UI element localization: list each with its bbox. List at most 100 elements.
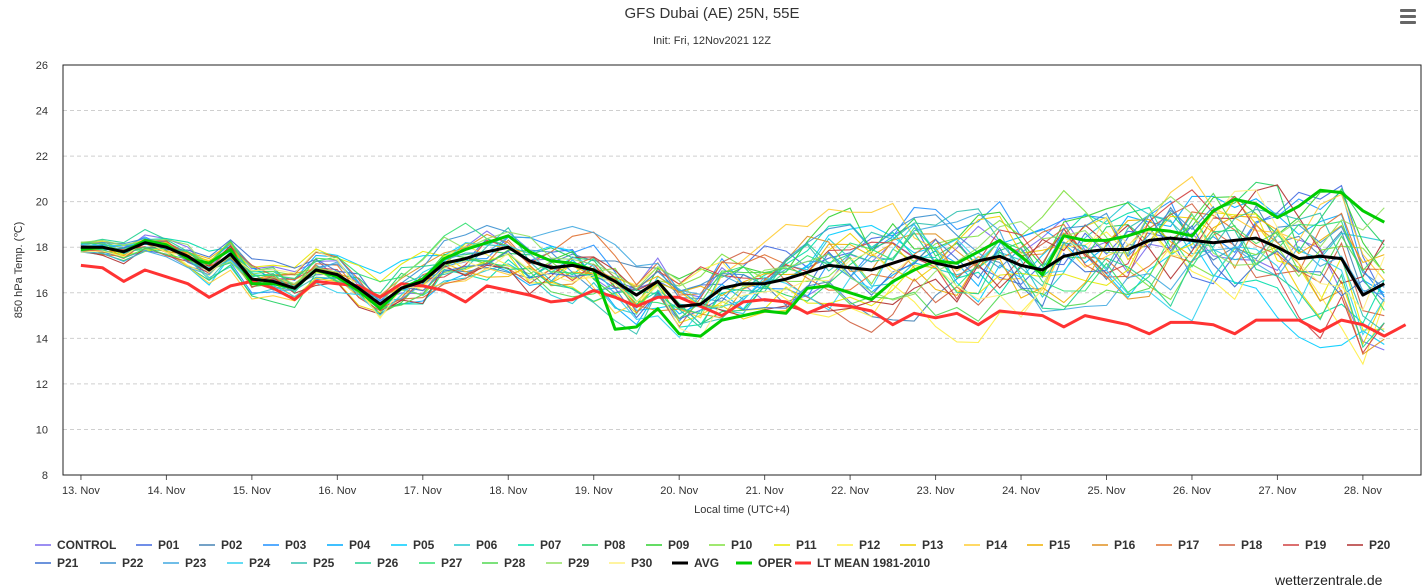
menu-bar	[1400, 21, 1416, 24]
x-tick-label: 13. Nov	[62, 485, 100, 497]
legend-label: LT MEAN 1981-2010	[817, 556, 930, 570]
x-axis-title: Local time (UTC+4)	[694, 504, 790, 516]
series-line-p18	[80, 203, 1385, 333]
legend-label: P29	[568, 556, 590, 570]
y-tick-label: 10	[36, 424, 48, 436]
plot-area-frame	[62, 64, 1422, 476]
menu-bar	[1400, 9, 1416, 12]
legend-item[interactable]: P24	[227, 556, 271, 570]
y-tick-label: 26	[36, 60, 48, 72]
y-tick-label: 24	[36, 106, 48, 118]
legend-item[interactable]: P10	[709, 538, 753, 552]
x-tick-label: 25. Nov	[1088, 485, 1126, 497]
legend-label: OPER	[758, 556, 792, 570]
legend-item[interactable]: P12	[837, 538, 881, 552]
legend-label: P07	[540, 538, 562, 552]
credit-text[interactable]: wetterzentrale.de	[1275, 572, 1383, 588]
legend-item[interactable]: P04	[327, 538, 371, 552]
y-tick-label: 14	[36, 333, 48, 345]
x-tick-label: 16. Nov	[318, 485, 356, 497]
y-tick-label: 8	[42, 470, 48, 482]
y-tick-label: 12	[36, 379, 48, 391]
x-tick-label: 26. Nov	[1173, 485, 1211, 497]
legend-item[interactable]: P13	[900, 538, 944, 552]
legend-item[interactable]: P03	[263, 538, 307, 552]
series-line-avg	[80, 236, 1386, 308]
legend-item[interactable]: P17	[1156, 538, 1200, 552]
legend-item[interactable]: P25	[291, 556, 335, 570]
legend-label: P28	[504, 556, 526, 570]
legend-item[interactable]: P02	[199, 538, 243, 552]
y-tick-label: 18	[36, 242, 48, 254]
legend-item[interactable]: P26	[355, 556, 399, 570]
legend-item[interactable]: OPER	[736, 556, 792, 570]
y-axis-title: 850 hPa Temp. (℃)	[13, 222, 25, 319]
legend-label: P01	[158, 538, 180, 552]
legend-item[interactable]: AVG	[672, 556, 719, 570]
legend-item[interactable]: P22	[100, 556, 144, 570]
series-line-p30	[80, 189, 1385, 339]
legend-label: P19	[1305, 538, 1327, 552]
legend-label: P20	[1369, 538, 1391, 552]
legend-label: CONTROL	[57, 538, 116, 552]
y-tick-label: 20	[36, 197, 48, 209]
legend-item[interactable]: P29	[546, 556, 590, 570]
legend-item[interactable]: P15	[1027, 538, 1071, 552]
legend-item[interactable]: P30	[609, 556, 653, 570]
x-tick-label: 23. Nov	[917, 485, 955, 497]
legend-item[interactable]: P08	[582, 538, 626, 552]
x-tick-label: 21. Nov	[746, 485, 784, 497]
legend-item[interactable]: P18	[1219, 538, 1263, 552]
legend-label: P03	[285, 538, 307, 552]
legend-label: P12	[859, 538, 881, 552]
legend-label: P04	[349, 538, 371, 552]
legend-label: P30	[631, 556, 653, 570]
legend-item[interactable]: CONTROL	[35, 538, 116, 552]
y-axis: 8 10 12 14 16 18 20 22 24 26	[36, 60, 48, 482]
legend-item[interactable]: P05	[391, 538, 435, 552]
legend-item[interactable]: P21	[35, 556, 79, 570]
legend-item[interactable]: P01	[136, 538, 180, 552]
legend-label: P05	[413, 538, 435, 552]
legend-label: P26	[377, 556, 399, 570]
chart-title: GFS Dubai (AE) 25N, 55E	[624, 5, 799, 22]
x-tick-label: 22. Nov	[831, 485, 869, 497]
legend-label: P02	[221, 538, 243, 552]
x-tick-label: 15. Nov	[233, 485, 271, 497]
legend-label: P23	[185, 556, 207, 570]
legend-item[interactable]: P28	[482, 556, 526, 570]
grid	[63, 110, 1421, 430]
series-line-p08	[80, 181, 1385, 325]
legend-item[interactable]: P09	[646, 538, 690, 552]
series-line-p10	[80, 189, 1385, 304]
chart-subtitle: Init: Fri, 12Nov2021 12Z	[653, 35, 771, 47]
x-tick-label: 17. Nov	[404, 485, 442, 497]
legend-item[interactable]: P27	[419, 556, 463, 570]
hamburger-menu-icon[interactable]	[1398, 6, 1418, 26]
legend-label: P27	[441, 556, 463, 570]
legend-item[interactable]: LT MEAN 1981-2010	[795, 556, 930, 570]
legend-label: AVG	[694, 556, 719, 570]
series-line-p28	[80, 192, 1385, 322]
legend-item[interactable]: P19	[1283, 538, 1327, 552]
series-line-p20	[80, 184, 1385, 317]
legend-label: P22	[122, 556, 144, 570]
legend-item[interactable]: P07	[518, 538, 562, 552]
legend-item[interactable]: P14	[964, 538, 1008, 552]
legend-item[interactable]: P20	[1347, 538, 1391, 552]
legend-label: P09	[668, 538, 690, 552]
legend-label: P08	[604, 538, 626, 552]
legend-item[interactable]: P23	[163, 556, 207, 570]
series-line-p19	[80, 189, 1385, 354]
series-line-p29	[80, 195, 1385, 309]
legend-label: P25	[313, 556, 335, 570]
x-axis: 13. Nov 14. Nov 15. Nov 16. Nov 17. Nov 18. N…	[62, 475, 1382, 497]
legend-label: P18	[1241, 538, 1263, 552]
series-line-p27	[80, 220, 1385, 315]
legend-item[interactable]: P16	[1092, 538, 1136, 552]
legend-item[interactable]: P11	[774, 538, 817, 552]
series-line-lt-mean-1981-2010	[80, 263, 1407, 338]
legend-item[interactable]: P06	[454, 538, 498, 552]
x-tick-label: 27. Nov	[1258, 485, 1296, 497]
